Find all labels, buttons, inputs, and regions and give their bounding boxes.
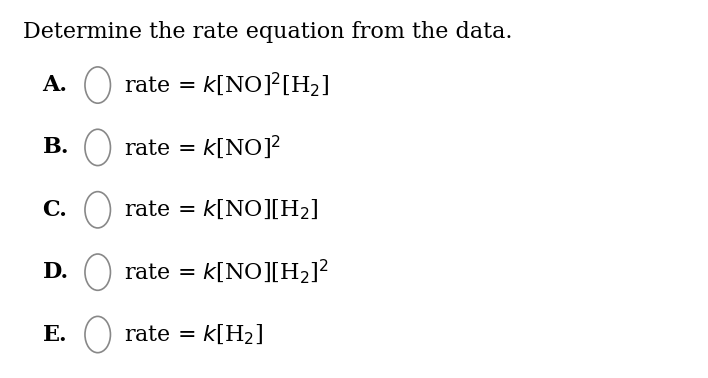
Text: B.: B. bbox=[42, 136, 69, 158]
Text: E.: E. bbox=[42, 324, 67, 345]
Text: rate = $k$[NO]$^{2}$: rate = $k$[NO]$^{2}$ bbox=[124, 134, 281, 161]
Text: Determine the rate equation from the data.: Determine the rate equation from the dat… bbox=[23, 21, 512, 43]
Text: rate = $k$[NO][H$_{2}$]: rate = $k$[NO][H$_{2}$] bbox=[124, 198, 319, 222]
Text: C.: C. bbox=[42, 199, 67, 221]
Text: rate = $k$[NO]$^{2}$[H$_{2}$]: rate = $k$[NO]$^{2}$[H$_{2}$] bbox=[124, 71, 329, 99]
Text: rate = $k$[H$_{2}$]: rate = $k$[H$_{2}$] bbox=[124, 322, 263, 347]
Text: rate = $k$[NO][H$_{2}$]$^{2}$: rate = $k$[NO][H$_{2}$]$^{2}$ bbox=[124, 258, 329, 287]
Text: A.: A. bbox=[42, 74, 67, 96]
Text: D.: D. bbox=[42, 261, 69, 283]
